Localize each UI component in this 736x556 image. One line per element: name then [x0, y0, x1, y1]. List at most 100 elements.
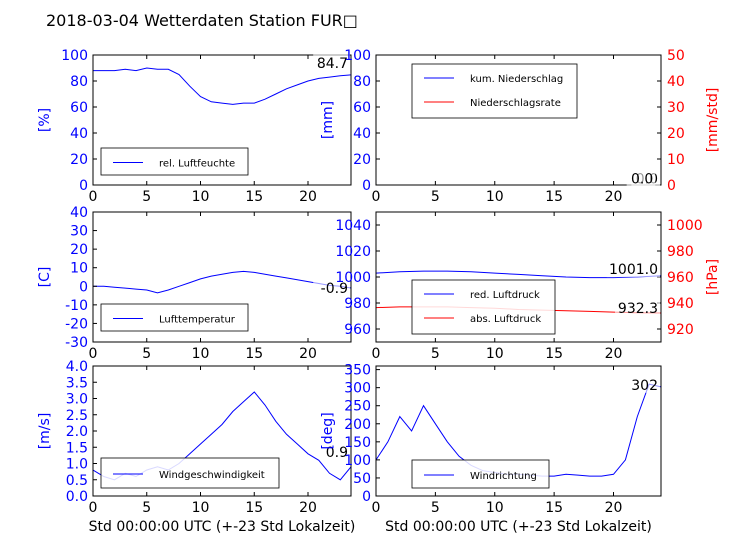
legend-label: abs. Luftdruck [470, 314, 541, 325]
x-tick-label: 10 [192, 189, 210, 205]
plot-windspeed: 0 5 10 15 20 0.00.51.01.52.02.53.03.54.0 [m/s]… [37, 359, 355, 535]
x-tick-label: 5 [142, 189, 151, 205]
y-tick-label: 20 [70, 242, 88, 258]
y-tick-label: 2.5 [66, 408, 88, 424]
y-tick-label: 980 [344, 296, 371, 312]
y-tick-label: 80 [353, 74, 371, 90]
y-tick-label: 250 [344, 399, 371, 415]
legend-label: red. Luftdruck [470, 290, 540, 301]
x-tick-label: 0 [372, 346, 381, 362]
y-tick-label: 4.0 [66, 359, 88, 375]
y-right-tick-label: 0 [667, 178, 676, 194]
legend-box [411, 459, 550, 489]
y-tick-label: 0 [362, 489, 371, 505]
x-tick-label: 20 [299, 346, 317, 362]
legend-label: Lufttemperatur [159, 315, 236, 326]
y-right-tick-label: 940 [667, 296, 694, 312]
y-right-tick-label: 960 [667, 270, 694, 286]
x-tick-label: 15 [245, 500, 263, 516]
x-tick-label: 20 [605, 189, 623, 205]
value-annotation: 0.9 [326, 445, 348, 461]
x-tick-label: 15 [545, 346, 563, 362]
value-annotation: 84.7 [317, 56, 348, 72]
y-tick-label: 80 [70, 74, 88, 90]
x-tick-label: 10 [486, 189, 504, 205]
legend-box [411, 63, 578, 119]
value-annotation-bg [615, 299, 660, 317]
y-tick-label: 1040 [335, 218, 371, 234]
y-right-tick-label: 40 [667, 74, 685, 90]
plot-frame [375, 54, 662, 186]
plot-pressure: 0 5 10 15 20 960 980 1000 1020 1040 920 940 960 980 10… [335, 211, 721, 362]
y-right-tick-label: 980 [667, 244, 694, 260]
plot-humidity: 0 5 10 15 20 0 20 40 60 80 100 [%] rel. Luftfeuchte 8… [37, 48, 352, 205]
x-tick-label: 5 [431, 500, 440, 516]
x-tick-label: 0 [89, 189, 98, 205]
legend-label: rel. Luftfeuchte [159, 159, 235, 170]
y-axis-label: [%] [37, 108, 53, 132]
y-tick-label: 0 [362, 178, 371, 194]
y-tick-label: 50 [353, 471, 371, 487]
y-tick-label: 1.5 [66, 440, 88, 456]
x-tick-label: 10 [192, 346, 210, 362]
y-tick-label: 150 [344, 435, 371, 451]
y-tick-label: 1020 [335, 244, 371, 260]
y-axis-right-label: [mm/std] [705, 88, 721, 153]
legend-box [100, 147, 249, 176]
y-tick-label: 3.0 [66, 392, 88, 408]
y-tick-label: 40 [353, 126, 371, 142]
x-tick-label: 0 [372, 189, 381, 205]
value-annotation: 932.3 [618, 301, 658, 317]
series-line-temperature-0 [93, 270, 351, 294]
x-tick-label: 0 [372, 500, 381, 516]
series-line-pressure-0 [376, 270, 661, 279]
y-tick-label: 350 [344, 363, 371, 379]
value-annotation-bg [631, 375, 660, 393]
legend-box [100, 457, 280, 489]
x-tick-label: 5 [431, 346, 440, 362]
x-tick-label: 10 [192, 500, 210, 516]
y-tick-label: -30 [65, 335, 88, 351]
x-tick-label: 15 [245, 346, 263, 362]
x-tick-label: 5 [142, 500, 151, 516]
value-annotation: 0.0 [631, 172, 653, 188]
y-tick-label: -10 [65, 298, 88, 314]
x-axis-label: Std 00:00:00 UTC (+-23 Std Lokalzeit) [385, 519, 652, 535]
x-tick-label: 20 [299, 500, 317, 516]
y-tick-label: -20 [65, 316, 88, 332]
y-right-tick-label: 1000 [667, 218, 703, 234]
y-tick-label: 300 [344, 381, 371, 397]
y-axis-label: [m/s] [37, 413, 53, 450]
y-tick-label: 200 [344, 417, 371, 433]
x-tick-label: 10 [486, 500, 504, 516]
y-tick-label: 0.5 [66, 473, 88, 489]
y-axis-label: [mm] [320, 101, 336, 139]
y-tick-label: 100 [61, 48, 88, 64]
x-tick-label: 20 [605, 346, 623, 362]
y-tick-label: 20 [70, 152, 88, 168]
y-tick-label: 3.5 [66, 375, 88, 391]
legend-box [411, 279, 556, 335]
y-tick-label: 2.0 [66, 424, 88, 440]
legend-label: Niederschlagsrate [470, 98, 561, 109]
x-tick-label: 10 [486, 346, 504, 362]
value-annotation-bg [321, 443, 350, 461]
value-annotation: -0.9 [321, 281, 348, 297]
x-tick-label: 5 [431, 189, 440, 205]
x-tick-label: 15 [545, 500, 563, 516]
x-tick-label: 15 [545, 189, 563, 205]
plot-frame [92, 211, 352, 343]
page-title: 2018-03-04 Wetterdaten Station FUR□ [46, 11, 358, 30]
y-axis-label: [deg] [320, 412, 336, 449]
y-tick-label: 960 [344, 322, 371, 338]
plot-frame [375, 365, 662, 497]
x-tick-label: 20 [605, 500, 623, 516]
plot-precipitation: 0 5 10 15 20 0 20 40 60 80 100 0 10 20 30 40 50 [mm] [mm/s… [320, 48, 721, 205]
y-tick-label: 1000 [335, 270, 371, 286]
value-annotation-bg [606, 260, 660, 278]
x-tick-label: 15 [245, 189, 263, 205]
value-annotation-bg [313, 54, 350, 72]
